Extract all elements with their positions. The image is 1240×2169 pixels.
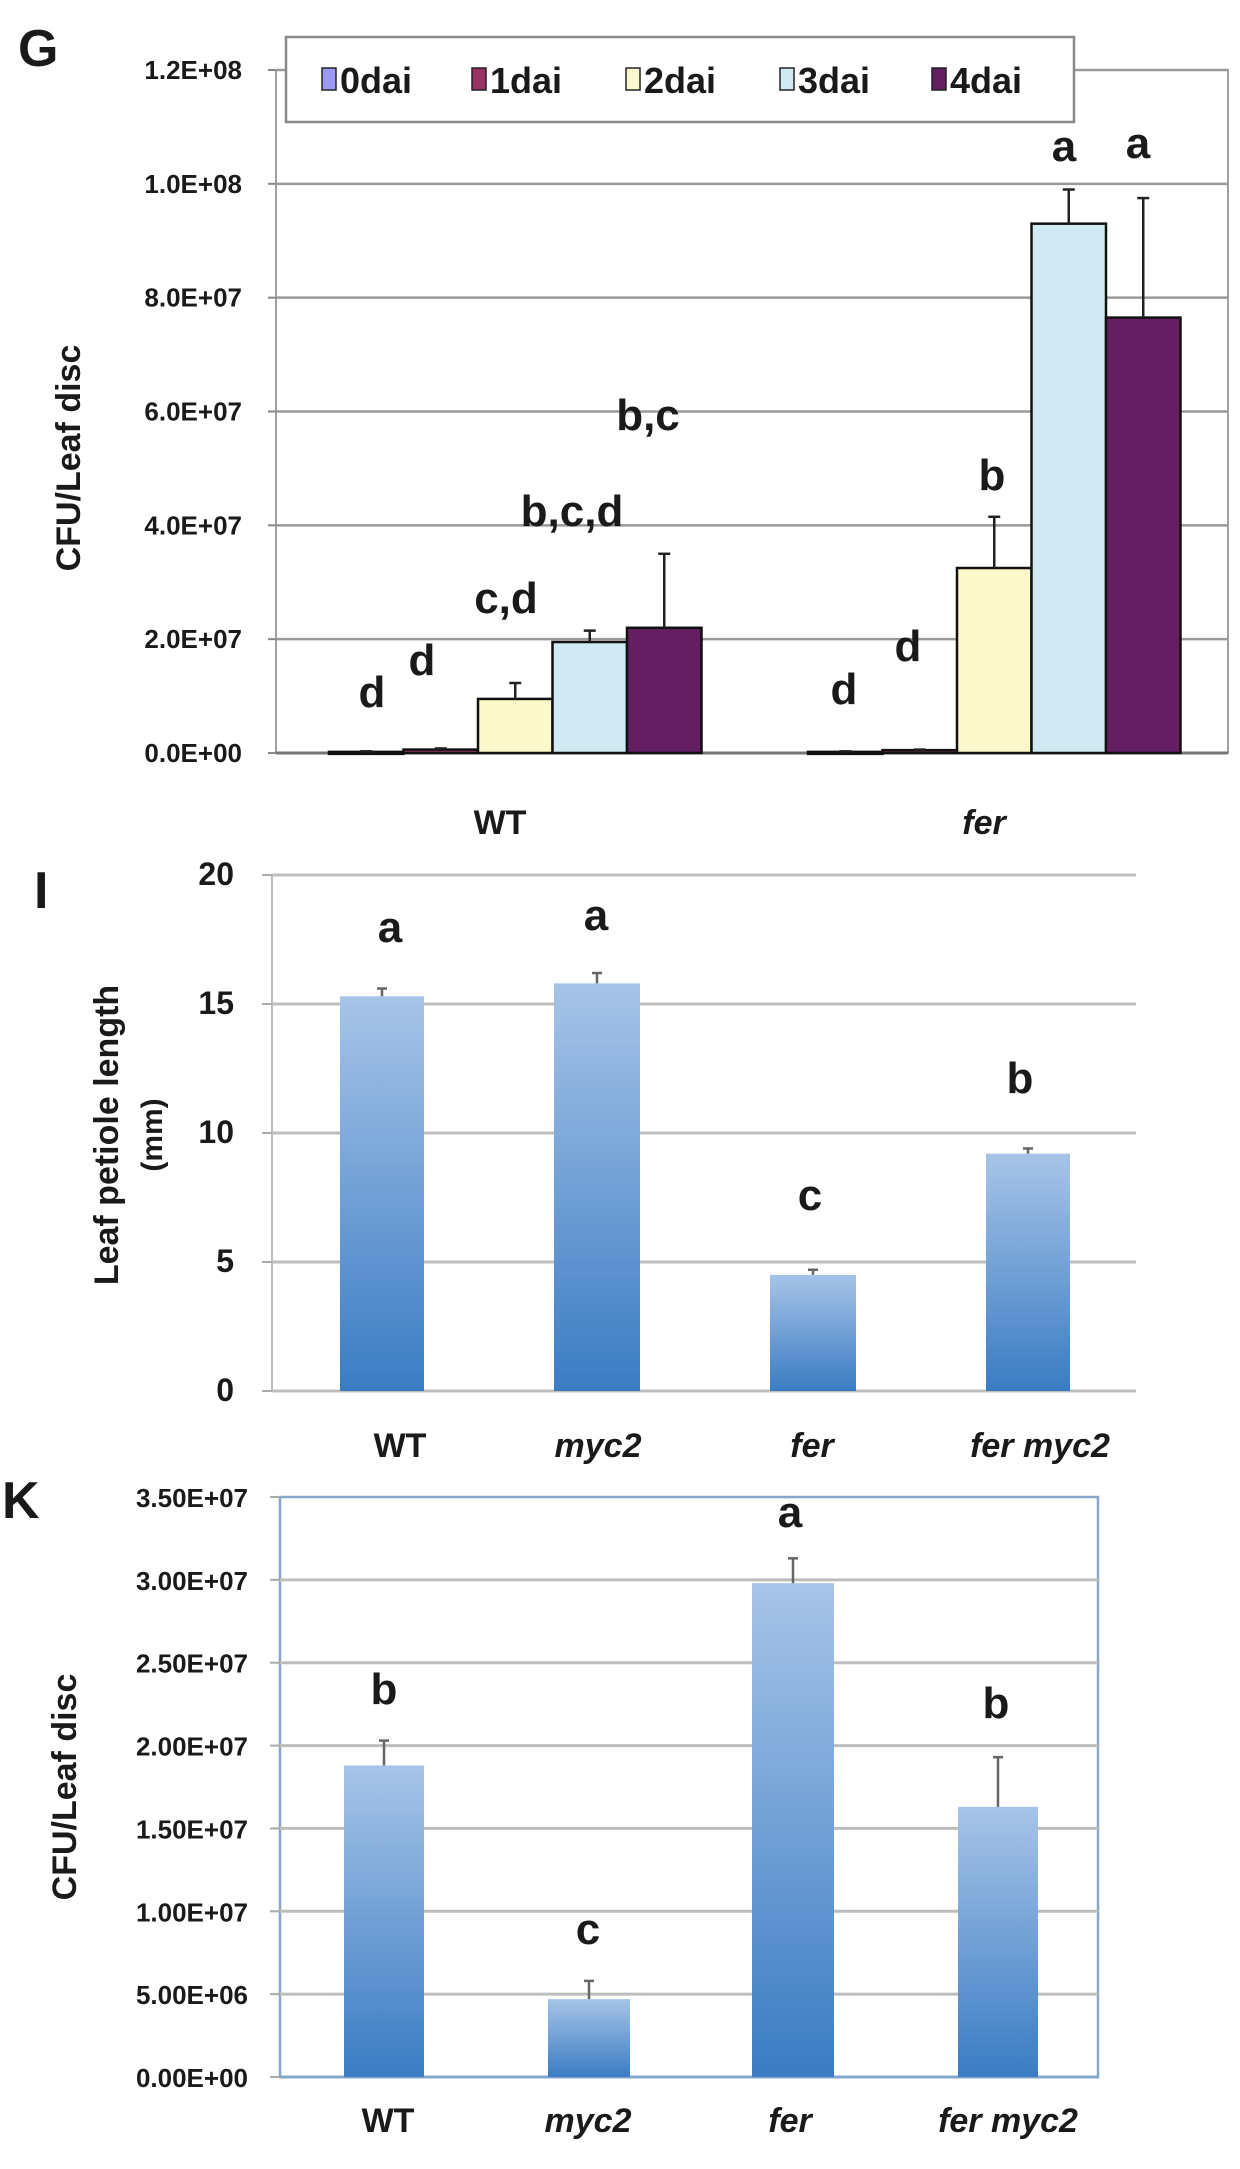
bar-4dai-fer: [1104, 316, 1182, 755]
y-tick-label: 5: [216, 1243, 234, 1279]
legend: 0dai 1dai 2dai 3dai 4dai: [284, 35, 1076, 124]
x-category-label: fer myc2: [970, 1427, 1110, 1465]
significance-letter: c: [798, 1171, 822, 1220]
bar-myc2: [548, 1999, 630, 2077]
y-axis-label: Leaf petiole length: [88, 985, 126, 1285]
significance-letter: a: [378, 903, 403, 952]
bar-fer-myc2: [986, 1153, 1070, 1391]
bar-WT: [340, 996, 424, 1391]
legend-label: 4dai: [950, 60, 1022, 101]
legend-swatch-0dai: [321, 67, 337, 91]
significance-letter: a: [778, 1488, 803, 1537]
x-category-label: myc2: [545, 2102, 632, 2140]
significance-letter: d: [831, 665, 858, 714]
y-tick-label: 3.00E+07: [136, 1566, 248, 1596]
panel-label: K: [2, 1472, 40, 1530]
bar-4dai-WT: [625, 626, 703, 755]
y-tick-label: 0.0E+00: [144, 738, 242, 768]
significance-letter: d: [359, 668, 386, 717]
legend-swatch-3dai: [779, 67, 795, 91]
y-tick-label: 15: [198, 985, 234, 1021]
significance-letter: a: [1126, 119, 1151, 168]
significance-letter: b,c,d: [521, 487, 624, 536]
bar-2dai-WT: [476, 697, 554, 755]
legend-label: 3dai: [798, 60, 870, 101]
significance-letter: b: [979, 451, 1006, 500]
bar-fer: [770, 1274, 856, 1391]
significance-letter: a: [1052, 122, 1077, 171]
bar-2dai-fer: [955, 566, 1033, 755]
x-category-label: fer: [962, 804, 1007, 842]
y-tick-label: 8.0E+07: [144, 283, 242, 313]
y-tick-label: 10: [198, 1114, 234, 1150]
y-tick-label: 0: [216, 1372, 234, 1408]
y-tick-label: 4.0E+07: [144, 510, 242, 540]
x-category-label: WT: [374, 1427, 427, 1465]
bar-WT: [344, 1765, 424, 2077]
significance-letter: b: [371, 1665, 398, 1714]
significance-letter: a: [584, 891, 609, 940]
x-category-label: fer myc2: [938, 2102, 1078, 2140]
bar-fer: [752, 1583, 834, 2077]
panel-label: I: [34, 862, 48, 920]
legend-label: 0dai: [340, 60, 412, 101]
y-tick-label: 0.00E+00: [136, 2063, 248, 2093]
y-tick-label: 5.00E+06: [136, 1980, 248, 2010]
x-category-label: fer: [790, 1427, 835, 1465]
legend-label: 2dai: [644, 60, 716, 101]
significance-letter: b: [1007, 1054, 1034, 1103]
bar-3dai-fer: [1030, 222, 1108, 755]
x-category-label: myc2: [555, 1427, 642, 1465]
y-tick-label: 2.50E+07: [136, 1649, 248, 1679]
significance-letter: d: [895, 622, 922, 671]
y-tick-label: 3.50E+07: [136, 1483, 248, 1513]
legend-label: 1dai: [490, 60, 562, 101]
significance-letter: c: [576, 1905, 600, 1954]
legend-swatch-2dai: [625, 67, 641, 91]
bar-1dai-WT: [402, 748, 480, 755]
y-tick-label: 2.0E+07: [144, 624, 242, 654]
x-category-label: WT: [362, 2102, 415, 2140]
significance-letter: b: [983, 1679, 1010, 1728]
y-tick-label: 1.50E+07: [136, 1814, 248, 1844]
significance-letter: d: [409, 636, 436, 685]
bar-fer-myc2: [958, 1806, 1038, 2077]
bar-3dai-WT: [551, 640, 629, 755]
x-category-label: fer: [768, 2102, 813, 2140]
y-tick-label: 1.00E+07: [136, 1897, 248, 1927]
panel-label: G: [18, 20, 58, 78]
y-axis-label: CFU/Leaf disc: [46, 1674, 84, 1901]
chart-i-petiole-length: I 0 5 10 15 20 a WT a myc2 c fer b fer myc2 Leaf petio…: [34, 856, 1136, 1465]
y-tick-label: 6.0E+07: [144, 397, 242, 427]
legend-swatch-1dai: [471, 67, 487, 91]
y-axis-label-units: (mm): [136, 1098, 169, 1171]
x-category-label: WT: [474, 804, 527, 842]
significance-letter: c,d: [474, 574, 538, 623]
y-tick-label: 20: [198, 856, 234, 892]
bar-myc2: [554, 983, 640, 1391]
legend-swatch-4dai: [931, 67, 947, 91]
chart-g-cfu-time-course: G 0.0E+00 2.0E+07 4.0E+07 6.0E+07 8.0E+07 1.0E…: [18, 20, 1229, 842]
y-tick-label: 2.00E+07: [136, 1732, 248, 1762]
chart-k-cfu-genotypes: K 0.00E+00 5.00E+06 1.00E+07 1.50E+07 2.00E+0…: [2, 1472, 1100, 2140]
y-axis-label: CFU/Leaf disc: [50, 345, 88, 572]
significance-letter: b,c: [616, 391, 680, 440]
y-tick-label: 1.2E+08: [144, 55, 242, 85]
y-tick-label: 1.0E+08: [144, 169, 242, 199]
